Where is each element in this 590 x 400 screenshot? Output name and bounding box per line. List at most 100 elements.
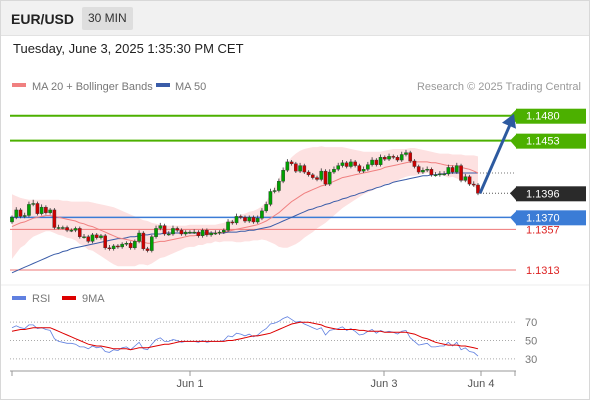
candle-body	[175, 228, 180, 231]
candle-body	[234, 216, 239, 224]
candle-body	[111, 245, 116, 249]
rsi-tick-label: 50	[525, 336, 537, 348]
candle-body	[476, 184, 480, 194]
candle-body	[306, 171, 311, 176]
timeframe-button[interactable]: 30 MIN	[82, 7, 133, 30]
x-axis: Jun 1 Jun 3 Jun 4	[11, 371, 516, 390]
candle-body	[238, 216, 243, 218]
candle-body	[77, 228, 82, 237]
last-price-label: 1.1396	[526, 188, 560, 200]
candle-body	[374, 159, 379, 165]
candle-body	[327, 171, 332, 185]
candle-body	[243, 217, 247, 222]
candle-body	[61, 227, 65, 229]
candle-body	[82, 236, 86, 238]
candle-body	[213, 232, 218, 235]
candle-body	[141, 232, 146, 249]
candle-body	[399, 154, 404, 161]
candle-body	[52, 209, 57, 228]
candle-body	[31, 203, 35, 205]
candle-body	[149, 236, 154, 251]
forecast-arrow-shaft	[478, 124, 512, 194]
candle-body	[99, 235, 103, 238]
resistance-label-box	[516, 108, 586, 124]
candle-body	[387, 156, 391, 160]
candle-body	[268, 191, 273, 205]
candle-body	[192, 231, 196, 234]
candle-body	[56, 227, 61, 229]
support-label: 1.1357	[526, 224, 560, 236]
candle-body	[323, 170, 328, 185]
rsi-tick-label: 70	[525, 317, 537, 329]
candle-body	[94, 234, 99, 238]
candle-body	[230, 221, 235, 224]
chart-header: EUR/USD 30 MIN	[0, 0, 590, 36]
candle-body	[226, 221, 230, 231]
candle-body	[251, 217, 256, 223]
candle-body	[272, 190, 277, 192]
candle-body	[188, 231, 192, 234]
forecast-arrow-head	[502, 113, 516, 129]
pivot-label: 1.1370	[526, 212, 560, 224]
candle-body	[366, 164, 370, 170]
candle-body	[103, 235, 107, 249]
candle-body	[289, 161, 294, 164]
candle-body	[463, 176, 468, 181]
candle-body	[294, 163, 298, 172]
candle-body	[90, 234, 95, 242]
candle-body	[336, 165, 341, 170]
candle-body	[69, 230, 74, 232]
candle-body	[404, 152, 408, 155]
candle-body	[429, 169, 434, 176]
candle-body	[281, 170, 285, 182]
candle-body	[27, 204, 31, 216]
x-tick-label: Jun 1	[177, 378, 204, 390]
ma20-legend-swatch	[12, 83, 26, 87]
ma20-line	[11, 161, 479, 244]
candle-body	[65, 227, 69, 231]
credit-label: Research © 2025 Trading Central	[417, 81, 581, 93]
candle-body	[285, 161, 290, 171]
candle-body	[438, 173, 442, 176]
candle-body	[166, 233, 171, 236]
candle-body	[247, 217, 252, 222]
candle-body	[158, 225, 163, 229]
candle-body	[340, 162, 345, 166]
candle-body	[162, 225, 167, 235]
rsi-legend-swatch	[12, 296, 26, 300]
datetime-label: Tuesday, June 3, 2025 1:35:30 PM CET	[13, 41, 244, 56]
pivot-label-box	[516, 210, 586, 226]
candle-body	[264, 204, 268, 212]
ma50-line	[11, 172, 478, 274]
candle-body	[171, 228, 175, 235]
candle-body	[137, 232, 141, 242]
candle-body	[378, 157, 383, 165]
candle-body	[315, 177, 319, 180]
candle-body	[298, 165, 302, 172]
candle-body	[120, 243, 124, 248]
candle-body	[133, 241, 137, 249]
candle-body	[442, 173, 446, 176]
candle-body	[433, 174, 438, 177]
candle-body	[408, 152, 413, 162]
resistance-label: 1.1453	[526, 136, 560, 148]
candle-body	[450, 167, 455, 173]
candle-body	[459, 165, 463, 181]
candle-body	[14, 209, 19, 218]
candle-body	[48, 209, 52, 213]
rsi-tick-label: 30	[525, 354, 537, 366]
x-tick-label: Jun 4	[468, 378, 495, 390]
candle-body	[124, 242, 129, 245]
candle-body	[421, 170, 425, 173]
resistance-label: 1.1480	[526, 111, 560, 123]
candle-body	[200, 230, 205, 237]
candle-body	[18, 209, 23, 217]
candle-body	[222, 230, 226, 233]
candle-body	[44, 206, 48, 213]
candle-body	[357, 165, 362, 172]
candle-body	[395, 157, 400, 161]
candle-body	[183, 231, 188, 235]
candle-body	[255, 218, 260, 223]
last-price-pointer	[510, 186, 517, 202]
